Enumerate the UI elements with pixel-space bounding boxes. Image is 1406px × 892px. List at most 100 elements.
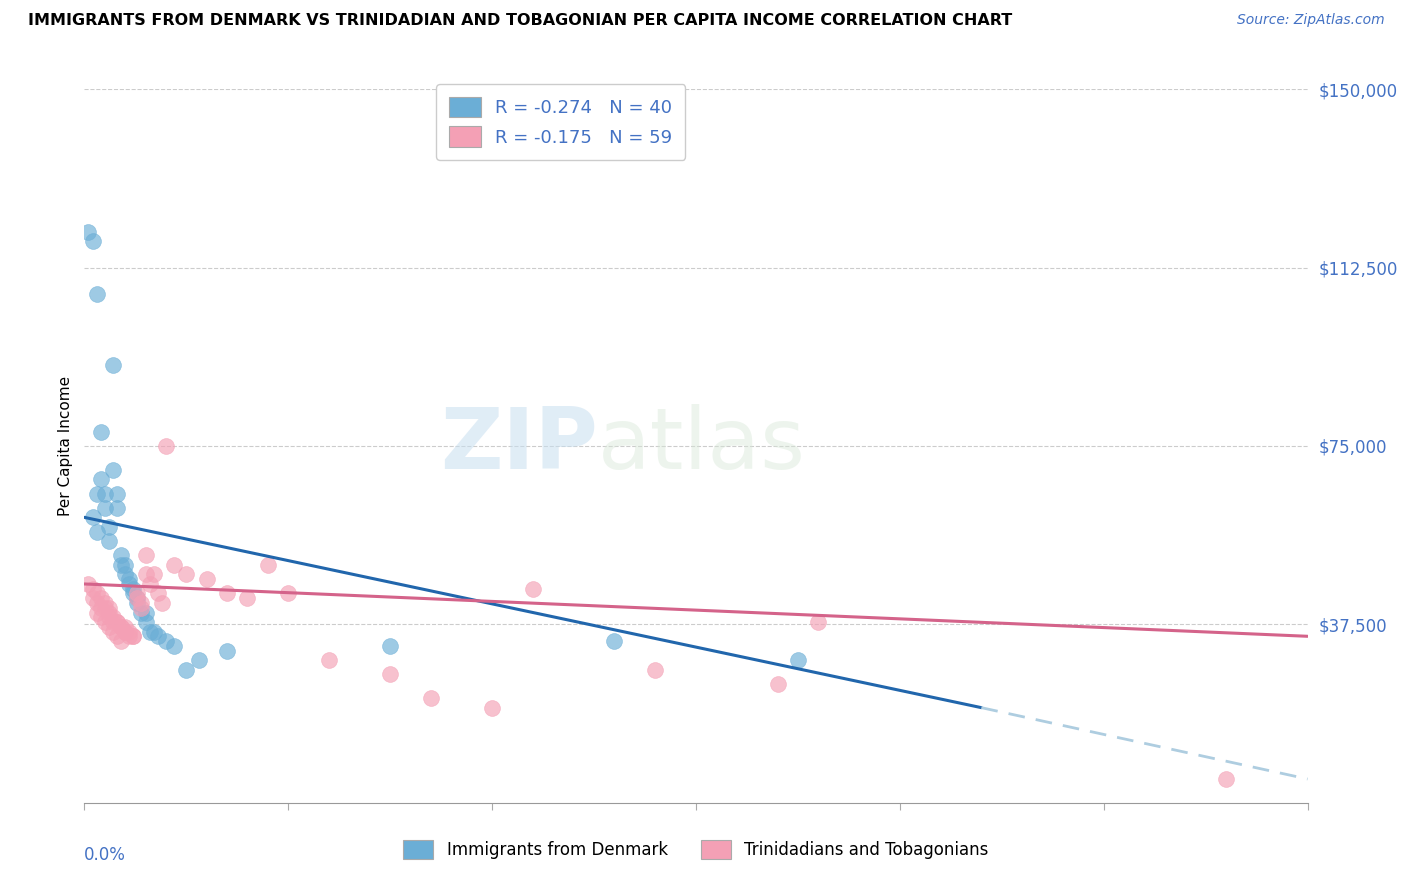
Point [105,629,128,643]
Point [787,653,810,667]
Point [97,610,120,624]
Point [257,558,280,572]
Point [163,639,186,653]
Point [97,600,120,615]
Point [380,639,402,653]
Point [118,629,141,643]
Point [110,620,132,634]
Point [90,610,112,624]
Point [82,582,104,596]
Point [135,567,157,582]
Point [135,549,157,563]
Point [101,463,124,477]
Point [138,577,160,591]
Point [118,577,141,591]
Point [86,606,108,620]
Point [807,615,830,629]
Point [603,634,626,648]
Point [644,663,666,677]
Point [174,663,197,677]
Point [142,624,165,639]
Text: atlas: atlas [598,404,806,488]
Point [236,591,259,606]
Point [101,615,124,629]
Text: 0.0%: 0.0% [84,846,127,863]
Point [146,586,169,600]
Point [122,582,145,596]
Point [97,606,120,620]
Point [97,620,120,634]
Point [146,629,169,643]
Point [380,667,402,681]
Point [82,235,104,249]
Point [114,558,136,572]
Point [277,586,299,600]
Point [195,572,218,586]
Point [105,615,128,629]
Point [86,286,108,301]
Point [131,606,153,620]
Point [114,624,136,639]
Point [217,586,239,600]
Text: ZIP: ZIP [440,404,598,488]
Legend: Immigrants from Denmark, Trinidadians and Tobagonians: Immigrants from Denmark, Trinidadians an… [396,833,995,866]
Point [97,534,120,549]
Point [174,567,197,582]
Point [122,629,145,643]
Point [114,620,136,634]
Point [77,577,100,591]
Point [155,634,177,648]
Point [93,596,115,610]
Point [114,567,136,582]
Point [110,558,132,572]
Point [86,486,108,500]
Point [135,606,157,620]
Point [86,596,108,610]
Point [318,653,340,667]
Point [187,653,209,667]
Point [90,591,112,606]
Point [82,510,104,524]
Point [127,591,149,606]
Point [77,225,100,239]
Point [163,558,186,572]
Point [522,582,544,596]
Point [97,520,120,534]
Point [131,596,153,610]
Point [110,634,132,648]
Point [82,591,104,606]
Point [101,624,124,639]
Point [131,600,153,615]
Point [118,572,141,586]
Point [122,586,145,600]
Point [93,486,115,500]
Point [127,591,149,606]
Point [101,358,124,372]
Point [86,586,108,600]
Point [90,600,112,615]
Point [481,700,503,714]
Point [101,610,124,624]
Point [105,615,128,629]
Point [118,624,141,639]
Point [105,500,128,515]
Text: IMMIGRANTS FROM DENMARK VS TRINIDADIAN AND TOBAGONIAN PER CAPITA INCOME CORRELAT: IMMIGRANTS FROM DENMARK VS TRINIDADIAN A… [28,13,1012,29]
Point [420,691,443,706]
Point [90,472,112,486]
Point [127,596,149,610]
Point [155,439,177,453]
Point [110,549,132,563]
Point [217,643,239,657]
Point [1215,772,1237,786]
Text: Source: ZipAtlas.com: Source: ZipAtlas.com [1237,13,1385,28]
Point [135,615,157,629]
Point [90,425,112,439]
Point [86,524,108,539]
Point [122,629,145,643]
Point [114,624,136,639]
Point [93,600,115,615]
Point [93,615,115,629]
Point [766,677,789,691]
Point [150,596,173,610]
Point [105,486,128,500]
